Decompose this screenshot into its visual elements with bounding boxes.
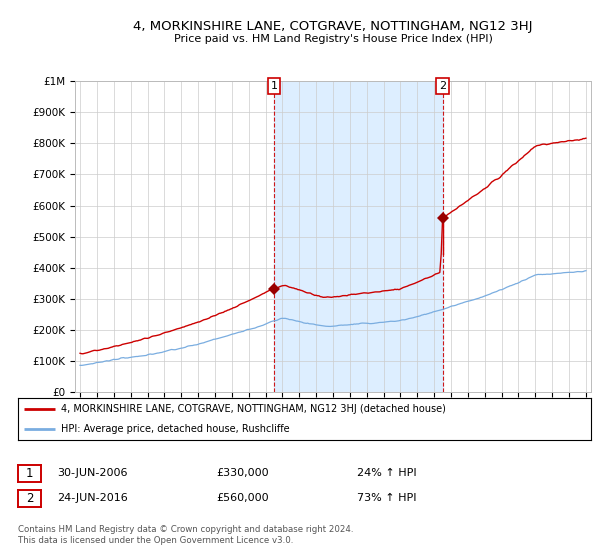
Text: 1: 1 (271, 81, 277, 91)
Text: £330,000: £330,000 (216, 468, 269, 478)
Text: 1: 1 (26, 466, 33, 480)
Text: 24-JUN-2016: 24-JUN-2016 (57, 493, 128, 503)
Text: 4, MORKINSHIRE LANE, COTGRAVE, NOTTINGHAM, NG12 3HJ (detached house): 4, MORKINSHIRE LANE, COTGRAVE, NOTTINGHA… (61, 404, 446, 414)
Text: HPI: Average price, detached house, Rushcliffe: HPI: Average price, detached house, Rush… (61, 424, 290, 434)
Bar (274, 81, 443, 392)
Text: Price paid vs. HM Land Registry's House Price Index (HPI): Price paid vs. HM Land Registry's House … (173, 34, 493, 44)
Text: 4, MORKINSHIRE LANE, COTGRAVE, NOTTINGHAM, NG12 3HJ: 4, MORKINSHIRE LANE, COTGRAVE, NOTTINGHA… (133, 20, 533, 32)
Text: 2: 2 (26, 492, 33, 505)
Text: 73% ↑ HPI: 73% ↑ HPI (357, 493, 416, 503)
Text: Contains HM Land Registry data © Crown copyright and database right 2024.
This d: Contains HM Land Registry data © Crown c… (18, 525, 353, 545)
Text: 24% ↑ HPI: 24% ↑ HPI (357, 468, 416, 478)
Text: 30-JUN-2006: 30-JUN-2006 (57, 468, 128, 478)
Text: £560,000: £560,000 (216, 493, 269, 503)
Text: 2: 2 (439, 81, 446, 91)
